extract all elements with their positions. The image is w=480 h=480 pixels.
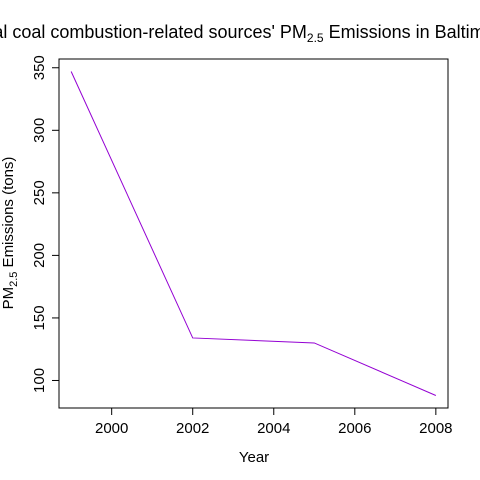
emissions-series-line	[70, 71, 437, 396]
x-axis: 2000 2002 2004 2006 2008	[95, 407, 453, 437]
series-group	[70, 71, 437, 396]
y-tick-label: 350	[31, 55, 48, 80]
y-tick-label: 150	[31, 305, 48, 330]
y-axis-label-subscript: 2.5	[8, 272, 20, 287]
x-tick-label: 2000	[95, 420, 128, 437]
x-tick-label: 2008	[419, 420, 452, 437]
chart-title-subscript: 2.5	[307, 31, 324, 45]
x-tick-label: 2002	[176, 420, 209, 437]
y-axis: 100 150 200 250 300 350	[31, 55, 60, 393]
x-tick-label: 2006	[338, 420, 371, 437]
y-axis-label: PM2.5 Emissions (tons)	[0, 157, 20, 310]
x-axis-label: Year	[239, 449, 269, 466]
chart-title: Total coal combustion-related sources' P…	[0, 22, 480, 45]
y-tick-label: 250	[31, 180, 48, 205]
x-tick-label: 2004	[257, 420, 290, 437]
y-tick-label: 100	[31, 368, 48, 393]
plot-frame	[58, 58, 449, 409]
y-tick-label: 200	[31, 243, 48, 268]
y-tick-label: 300	[31, 118, 48, 143]
